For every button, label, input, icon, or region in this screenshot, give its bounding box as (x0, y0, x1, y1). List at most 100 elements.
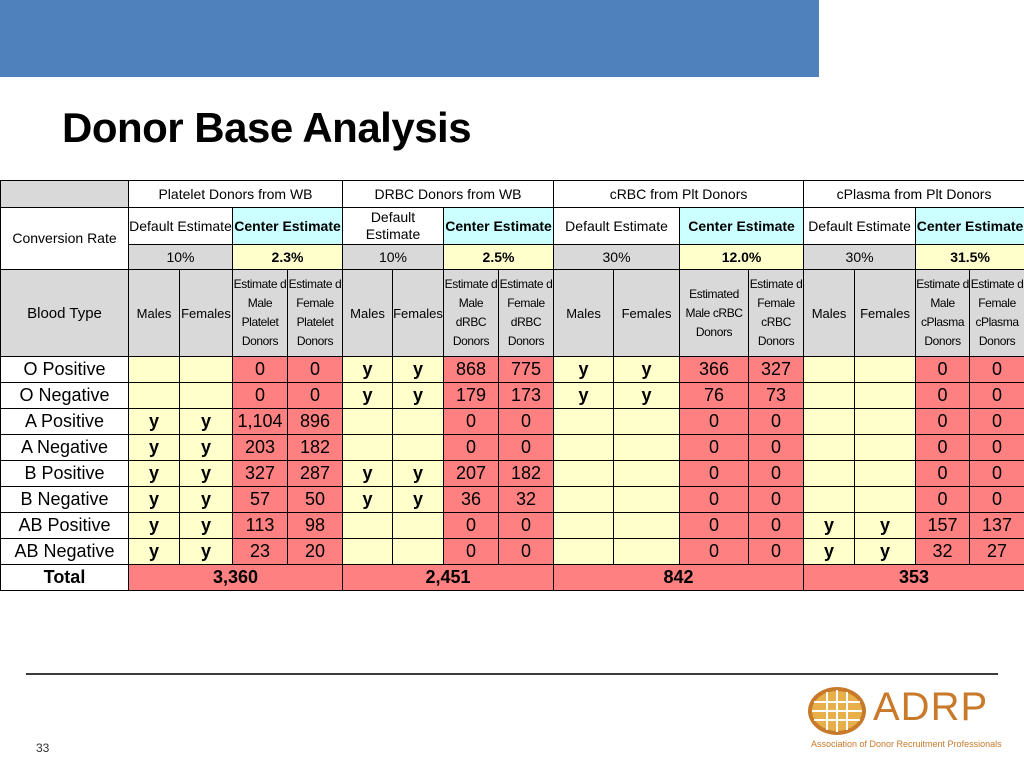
conversion-rate-label: Conversion Rate (0, 207, 129, 270)
column-header: Estimate d Female cRBC Donors (748, 269, 805, 357)
corner-cell (0, 180, 129, 208)
flag-cell: y (179, 460, 233, 487)
default-estimate-value: 30% (803, 244, 917, 270)
flag-cell: y (179, 512, 233, 539)
table-row: O Positive 0 0 y y 868 775 y y 366 327 0 0 (0, 356, 1024, 383)
logo-wordmark: ADRP (873, 685, 989, 729)
estimate-cell: 0 (497, 538, 555, 565)
estimate-cell: 896 (287, 408, 343, 435)
estimate-cell: 775 (497, 356, 555, 383)
column-header: Males (553, 269, 615, 357)
table-row: AB Positive y y 113 98 0 0 0 0 y y 157 137 (0, 512, 1024, 539)
estimate-cell: 0 (748, 460, 805, 487)
column-header: Estimate d Male cPlasma Donors (915, 269, 971, 357)
blood-type-cell: B Negative (0, 486, 129, 513)
group-header: Platelet Donors from WB (128, 180, 343, 208)
flag-cell (392, 512, 444, 539)
estimate-cell: 0 (969, 356, 1024, 383)
flag-cell (854, 382, 917, 409)
estimate-cell: 0 (497, 434, 555, 461)
estimate-cell: 27 (969, 538, 1024, 565)
estimate-cell: 0 (679, 434, 750, 461)
total-label: Total (0, 564, 129, 591)
donor-table: Platelet Donors from WB DRBC Donors from… (0, 180, 1024, 591)
estimate-cell: 0 (679, 408, 750, 435)
estimate-cell: 327 (748, 356, 805, 383)
column-header: Females (613, 269, 681, 357)
conversion-value-row: 10% 2.3% 10% 2.5% 30% 12.0% 30% 31.5% (1, 244, 1024, 270)
estimate-cell: 0 (679, 538, 750, 565)
estimate-cell: 0 (915, 356, 971, 383)
estimate-cell: 0 (679, 486, 750, 513)
center-estimate-value: 2.5% (442, 244, 555, 270)
estimate-cell: 203 (232, 434, 288, 461)
flag-cell: y (854, 538, 917, 565)
flag-cell: y (392, 356, 444, 383)
header-bar (0, 0, 819, 77)
flag-cell: y (179, 408, 233, 435)
column-header: Males (803, 269, 856, 357)
column-header: Females (854, 269, 917, 357)
flag-cell (854, 408, 917, 435)
center-estimate-value: 31.5% (915, 244, 1024, 270)
column-header: Estimate d Female cPlasma Donors (969, 269, 1024, 357)
default-estimate-value: 10% (128, 244, 233, 270)
estimate-cell: 207 (443, 460, 499, 487)
logo-tagline: Association of Donor Recruitment Profess… (811, 739, 1002, 749)
group-header-row: Platelet Donors from WB DRBC Donors from… (0, 180, 1024, 208)
estimate-cell: 0 (915, 382, 971, 409)
estimate-cell: 0 (497, 512, 555, 539)
default-estimate-label: Default Estimate (342, 207, 444, 245)
flag-cell: y (613, 356, 681, 383)
estimate-cell: 0 (969, 434, 1024, 461)
estimate-cell: 0 (232, 382, 288, 409)
total-row: Total 3,360 2,451 842 353 (0, 564, 1024, 591)
flag-cell (179, 382, 233, 409)
estimate-cell: 0 (748, 512, 805, 539)
blood-type-header-row: Blood Type Males Females Estimate d Male P… (0, 269, 1024, 357)
group-header: cPlasma from Plt Donors (803, 180, 1024, 208)
flag-cell: y (128, 408, 180, 435)
flag-cell (854, 434, 917, 461)
blood-type-cell: B Positive (0, 460, 129, 487)
flag-cell: y (179, 434, 233, 461)
total-value: 353 (803, 564, 1024, 591)
flag-cell (553, 512, 615, 539)
flag-cell: y (803, 512, 856, 539)
table-row: A Negative y y 203 182 0 0 0 0 0 0 (0, 434, 1024, 461)
estimate-cell: 0 (748, 538, 805, 565)
estimate-cell: 0 (287, 382, 343, 409)
blood-type-cell: O Positive (0, 356, 129, 383)
flag-cell (803, 356, 856, 383)
estimate-cell: 0 (748, 486, 805, 513)
default-estimate-value: 10% (342, 244, 444, 270)
flag-cell (803, 408, 856, 435)
center-estimate-value: 12.0% (679, 244, 805, 270)
estimate-cell: 57 (232, 486, 288, 513)
table-row: AB Negative y y 23 20 0 0 0 0 y y 32 27 (0, 538, 1024, 565)
flag-cell (392, 408, 444, 435)
estimate-cell: 0 (232, 356, 288, 383)
column-header: Estimated Male cRBC Donors (679, 269, 750, 357)
column-header: Females (179, 269, 233, 357)
flag-cell (392, 538, 444, 565)
estimate-cell: 0 (443, 538, 499, 565)
estimate-cell: 0 (969, 486, 1024, 513)
flag-cell (613, 486, 681, 513)
estimate-cell: 23 (232, 538, 288, 565)
flag-cell (803, 460, 856, 487)
estimate-cell: 73 (748, 382, 805, 409)
estimate-cell: 327 (232, 460, 288, 487)
center-estimate-value: 2.3% (232, 244, 343, 270)
estimate-cell: 179 (443, 382, 499, 409)
center-estimate-label: Center Estimate (679, 207, 805, 245)
estimate-cell: 173 (497, 382, 555, 409)
flag-cell (803, 434, 856, 461)
table-row: B Negative y y 57 50 y y 36 32 0 0 0 0 (0, 486, 1024, 513)
estimate-cell: 182 (497, 460, 555, 487)
globe-icon (808, 687, 866, 735)
estimate-cell: 0 (915, 460, 971, 487)
estimate-cell: 0 (287, 356, 343, 383)
estimate-cell: 20 (287, 538, 343, 565)
flag-cell: y (128, 538, 180, 565)
